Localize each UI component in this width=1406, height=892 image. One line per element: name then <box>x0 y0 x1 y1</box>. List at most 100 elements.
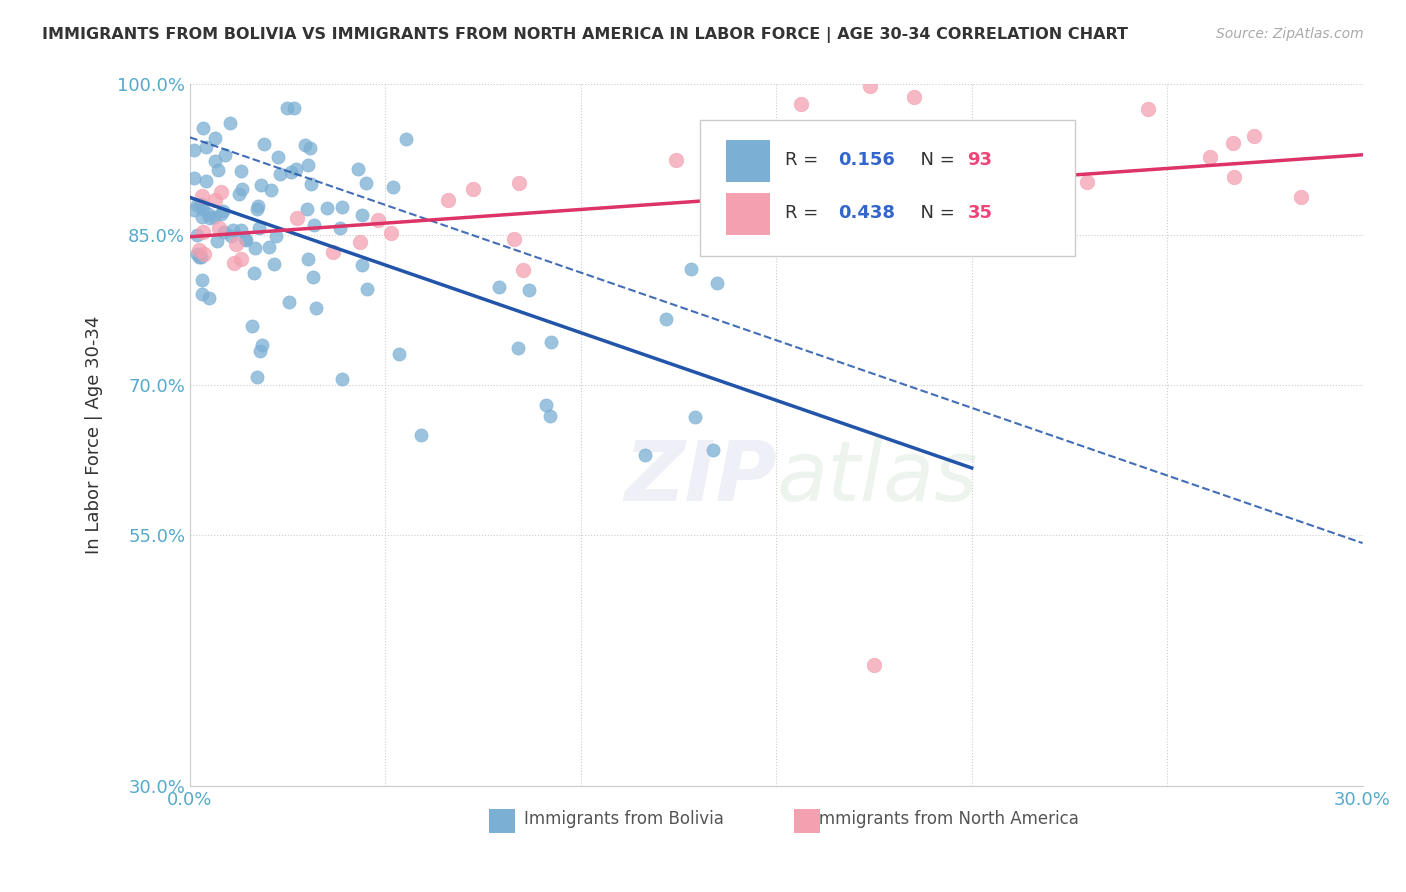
Point <box>209 207 232 221</box>
Point <box>853 124 876 138</box>
Point <box>186 198 208 212</box>
Point <box>512 263 534 277</box>
Point <box>209 185 232 199</box>
Point <box>243 266 266 280</box>
Point <box>187 250 209 264</box>
Point <box>243 241 266 255</box>
Point <box>267 150 290 164</box>
Point <box>200 211 222 226</box>
Point <box>299 141 322 155</box>
Point <box>1076 176 1098 190</box>
Point <box>183 143 205 157</box>
Point <box>224 256 246 270</box>
Point <box>191 120 214 135</box>
Point <box>183 203 205 218</box>
Point <box>818 161 841 176</box>
Point <box>863 658 886 673</box>
Point <box>219 116 242 130</box>
Point <box>382 179 405 194</box>
Point <box>207 163 229 178</box>
Point <box>330 372 353 386</box>
Text: 93: 93 <box>967 151 993 169</box>
Point <box>463 182 485 196</box>
Point <box>488 280 510 294</box>
Point <box>285 161 308 176</box>
Text: Immigrants from Bolivia: Immigrants from Bolivia <box>524 810 724 829</box>
Point <box>187 243 209 257</box>
Point <box>305 301 328 315</box>
Point <box>295 202 318 216</box>
Point <box>1222 136 1244 151</box>
Point <box>302 218 325 232</box>
Point <box>231 182 253 196</box>
Point <box>229 252 252 267</box>
Point <box>380 226 402 240</box>
Point <box>297 158 319 172</box>
Point <box>190 197 212 211</box>
Point <box>517 283 540 297</box>
Point <box>190 272 212 286</box>
Point <box>252 338 274 352</box>
Point <box>287 211 309 225</box>
Point <box>194 174 217 188</box>
Bar <box>725 140 770 182</box>
Point <box>191 202 214 217</box>
Point <box>260 183 283 197</box>
Point <box>329 221 352 235</box>
Point <box>702 443 724 458</box>
Point <box>186 247 208 261</box>
Point <box>246 370 269 384</box>
Point <box>683 409 706 424</box>
Point <box>1243 129 1265 144</box>
Point <box>202 210 225 224</box>
Text: R =: R = <box>785 204 824 222</box>
Point <box>212 225 235 239</box>
Point <box>538 409 561 424</box>
Point <box>219 229 242 244</box>
Point <box>190 287 212 301</box>
Point <box>208 221 231 235</box>
Point <box>388 347 411 361</box>
Point <box>508 176 530 190</box>
Point <box>198 291 221 305</box>
Point <box>349 235 371 249</box>
Bar <box>725 194 770 235</box>
Point <box>214 148 236 162</box>
Point <box>859 78 882 93</box>
Point <box>264 228 287 243</box>
Point <box>191 226 214 240</box>
Point <box>330 200 353 214</box>
Text: ZIP: ZIP <box>624 437 776 517</box>
Point <box>634 448 657 462</box>
Point <box>204 154 226 169</box>
Point <box>197 207 219 221</box>
Y-axis label: In Labor Force | Age 30-34: In Labor Force | Age 30-34 <box>86 316 103 554</box>
Point <box>276 101 298 115</box>
Point <box>1137 103 1160 117</box>
Point <box>436 193 458 207</box>
Point <box>263 257 285 271</box>
Text: 0.156: 0.156 <box>838 151 896 169</box>
Point <box>235 233 257 247</box>
Point <box>534 398 557 412</box>
Point <box>229 223 252 237</box>
Point <box>356 283 378 297</box>
Point <box>347 161 370 176</box>
Point <box>354 176 377 190</box>
Point <box>246 202 269 216</box>
Point <box>205 234 228 248</box>
Point <box>190 250 212 264</box>
Text: Source: ZipAtlas.com: Source: ZipAtlas.com <box>1216 27 1364 41</box>
Point <box>294 138 316 153</box>
Point <box>297 252 319 266</box>
Text: Immigrants from North America: Immigrants from North America <box>814 810 1078 829</box>
Text: 0.438: 0.438 <box>838 204 896 222</box>
Point <box>352 258 374 272</box>
Point <box>1223 170 1246 185</box>
Point <box>204 131 226 145</box>
Point <box>302 269 325 284</box>
Point <box>409 428 432 442</box>
Point <box>191 189 214 203</box>
Point <box>269 168 291 182</box>
Text: R =: R = <box>785 151 824 169</box>
